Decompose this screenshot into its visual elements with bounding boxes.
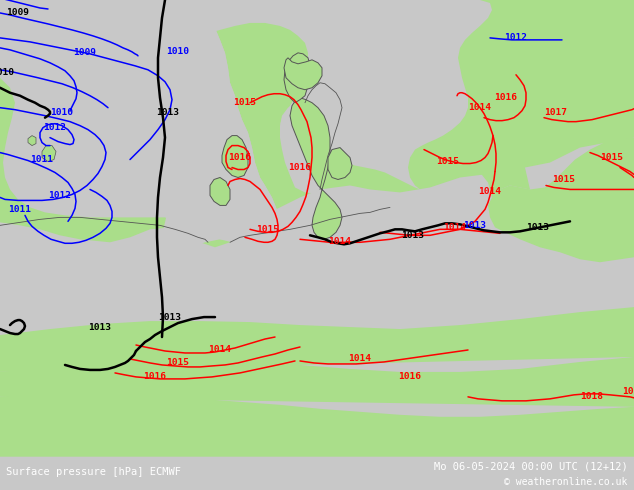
- Text: 1014: 1014: [349, 354, 372, 364]
- Text: 1013: 1013: [157, 108, 179, 117]
- Text: 1016: 1016: [228, 153, 252, 162]
- Polygon shape: [415, 60, 460, 122]
- Text: 1009: 1009: [74, 49, 96, 57]
- Polygon shape: [284, 58, 322, 90]
- Text: 1010: 1010: [0, 68, 15, 77]
- Text: 1016: 1016: [495, 93, 517, 102]
- Text: 1014: 1014: [209, 345, 231, 354]
- Text: 1016: 1016: [143, 372, 167, 381]
- Text: 1013: 1013: [526, 223, 550, 232]
- Polygon shape: [0, 394, 634, 457]
- Polygon shape: [28, 136, 36, 146]
- Polygon shape: [0, 357, 634, 407]
- Polygon shape: [290, 98, 342, 239]
- Polygon shape: [318, 190, 370, 245]
- Text: 1014: 1014: [479, 187, 501, 196]
- Polygon shape: [0, 0, 634, 247]
- Polygon shape: [284, 53, 310, 103]
- Text: 1010: 1010: [51, 108, 74, 117]
- Polygon shape: [222, 136, 248, 177]
- Text: 1015: 1015: [436, 157, 460, 166]
- Polygon shape: [488, 0, 634, 262]
- Polygon shape: [328, 147, 352, 179]
- Text: 1014: 1014: [444, 223, 467, 232]
- Text: 1015: 1015: [600, 153, 623, 162]
- Polygon shape: [0, 307, 634, 372]
- Text: 1017: 1017: [623, 388, 634, 396]
- Text: 1016: 1016: [399, 372, 422, 381]
- Text: 1012: 1012: [48, 191, 72, 200]
- Text: 1014: 1014: [469, 103, 491, 112]
- Text: 1017: 1017: [545, 108, 567, 117]
- Text: 1012: 1012: [505, 33, 527, 43]
- Polygon shape: [435, 98, 530, 218]
- Text: 1018: 1018: [581, 392, 604, 401]
- Text: 1013: 1013: [463, 221, 486, 230]
- Polygon shape: [42, 146, 56, 162]
- Text: 1016: 1016: [288, 163, 311, 172]
- Text: 1012: 1012: [44, 123, 67, 132]
- Polygon shape: [200, 0, 492, 190]
- Text: 1014: 1014: [328, 237, 351, 246]
- Text: 1015: 1015: [233, 98, 257, 107]
- Text: 1010: 1010: [167, 48, 190, 56]
- Polygon shape: [0, 0, 200, 222]
- Text: 1015: 1015: [552, 175, 576, 184]
- Text: 1009: 1009: [6, 8, 30, 18]
- Text: 1013: 1013: [401, 231, 425, 240]
- Text: 1011: 1011: [8, 205, 32, 214]
- Text: 1013: 1013: [89, 322, 112, 332]
- Polygon shape: [0, 0, 278, 242]
- Text: Surface pressure [hPa] ECMWF: Surface pressure [hPa] ECMWF: [6, 466, 181, 477]
- Text: 1013: 1013: [158, 313, 181, 321]
- Polygon shape: [148, 0, 278, 252]
- Polygon shape: [210, 177, 230, 205]
- Text: 1011: 1011: [30, 155, 53, 164]
- Polygon shape: [280, 102, 330, 194]
- Text: Mo 06-05-2024 00:00 UTC (12+12): Mo 06-05-2024 00:00 UTC (12+12): [434, 462, 628, 472]
- Text: © weatheronline.co.uk: © weatheronline.co.uk: [504, 477, 628, 487]
- Text: 1015: 1015: [167, 359, 190, 368]
- Text: 1015: 1015: [257, 225, 280, 234]
